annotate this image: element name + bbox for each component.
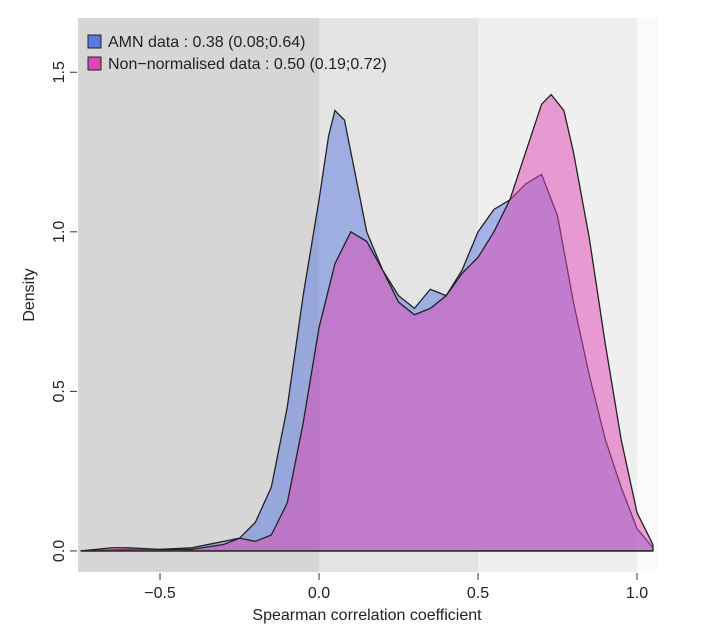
x-axis-label: Spearman correlation coefficient (252, 607, 482, 624)
y-tick-label: 1.5 (51, 61, 68, 83)
x-tick-label: 1.0 (626, 585, 648, 602)
legend-label: Non−normalised data : 0.50 (0.19;0.72) (108, 56, 387, 73)
y-axis-label: Density (21, 268, 38, 321)
x-tick-label: 0.0 (308, 585, 330, 602)
x-tick-label: −0.5 (144, 585, 176, 602)
legend-swatch (87, 34, 102, 49)
x-tick-label: 0.5 (467, 585, 489, 602)
legend-swatch (87, 56, 102, 71)
density-area (80, 93, 654, 552)
y-tick-label: 0.0 (51, 540, 68, 562)
y-tick-label: 1.0 (51, 221, 68, 243)
background-band (637, 18, 658, 572)
y-tick-label: 0.5 (51, 380, 68, 402)
legend-label: AMN data : 0.38 (0.08;0.64) (108, 34, 305, 51)
